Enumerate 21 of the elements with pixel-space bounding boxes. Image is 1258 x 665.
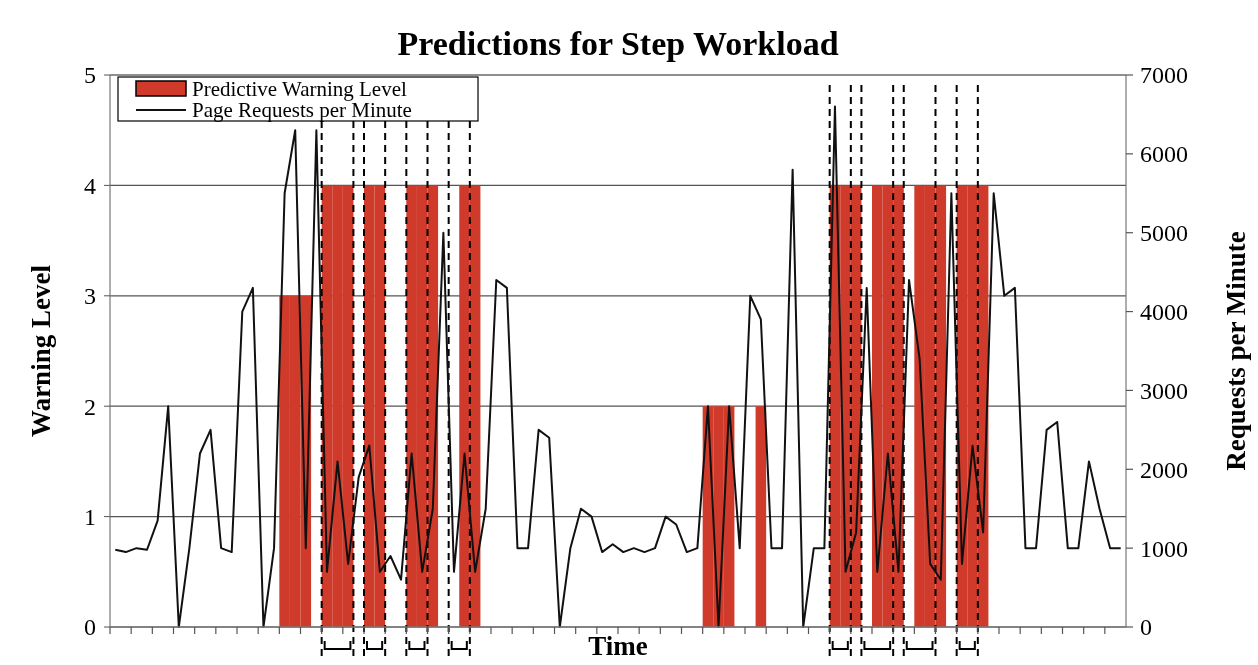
y-tick-label: 3 bbox=[84, 283, 96, 310]
y2-tick-label: 5000 bbox=[1140, 220, 1188, 247]
y-tick-label: 5 bbox=[84, 62, 96, 89]
y2-axis-title: Requests per Minute bbox=[1221, 231, 1251, 471]
y2-tick-label: 6000 bbox=[1140, 141, 1188, 168]
y-tick-label: 1 bbox=[84, 504, 96, 530]
y-tick-label: 2 bbox=[84, 393, 96, 420]
x-axis-title: Time bbox=[588, 631, 648, 661]
line-series bbox=[114, 105, 1122, 628]
y-axis-title: Warning Level bbox=[26, 264, 56, 437]
chart-title: Predictions for Step Workload bbox=[397, 25, 839, 62]
legend-label: Predictive Warning Level bbox=[192, 77, 408, 102]
y-tick-label: 0 bbox=[84, 614, 96, 641]
y2-tick-label: 3000 bbox=[1140, 377, 1188, 404]
y2-tick-label: 1000 bbox=[1140, 535, 1188, 562]
y-tick-label: 4 bbox=[84, 172, 96, 199]
y2-tick-label: 2000 bbox=[1140, 456, 1188, 483]
y2-tick-label: 7000 bbox=[1140, 62, 1188, 89]
bar bbox=[755, 406, 767, 627]
y2-tick-label: 4000 bbox=[1140, 298, 1188, 325]
y2-tick-label: 0 bbox=[1140, 614, 1152, 641]
